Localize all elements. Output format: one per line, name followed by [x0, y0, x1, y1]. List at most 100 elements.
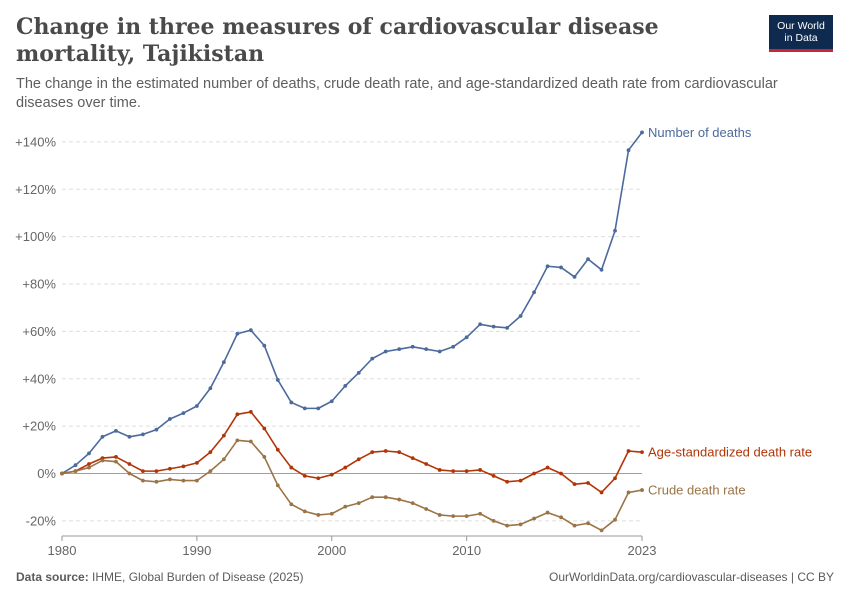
- data-point: [626, 449, 631, 453]
- data-point: [235, 412, 240, 417]
- series-age-standardized-death-rate: [60, 410, 644, 495]
- data-point: [316, 406, 321, 411]
- data-point: [518, 522, 523, 527]
- data-point: [141, 469, 145, 474]
- data-point: [491, 518, 496, 523]
- data-point: [437, 513, 442, 517]
- data-point: [356, 370, 361, 375]
- data-point: [221, 457, 226, 462]
- data-point: [154, 469, 159, 474]
- data-point: [235, 331, 240, 336]
- data-point: [599, 490, 604, 495]
- data-point: [262, 426, 267, 431]
- data-point: [343, 465, 348, 470]
- data-point: [181, 478, 186, 483]
- data-point: [235, 438, 240, 443]
- data-point: [518, 478, 523, 483]
- data-source-text[interactable]: IHME, Global Burden of Disease (2025): [92, 570, 304, 584]
- data-point: [478, 468, 483, 472]
- data-point: [410, 344, 415, 349]
- series-number-of-deaths: [60, 130, 644, 476]
- data-point: [289, 502, 294, 507]
- data-point: [262, 343, 267, 348]
- data-point: [451, 469, 456, 474]
- data-point: [505, 479, 510, 484]
- y-tick-label: +120%: [15, 182, 56, 197]
- data-point: [329, 399, 334, 404]
- series-lines: [60, 130, 644, 533]
- data-point: [545, 465, 550, 470]
- y-axis-tick-labels: -20% 0% +20% +40% +60% +80% +100% +120% +140%: [15, 134, 56, 528]
- data-point: [289, 465, 294, 470]
- data-point: [626, 148, 631, 153]
- data-point: [302, 473, 307, 478]
- data-point: [383, 349, 388, 354]
- data-point: [599, 528, 604, 533]
- data-point: [73, 469, 78, 474]
- data-point: [532, 290, 536, 295]
- data-point: [329, 511, 334, 516]
- data-point: [329, 472, 334, 477]
- data-point: [248, 439, 253, 444]
- data-point: [370, 450, 375, 455]
- data-point: [370, 495, 375, 500]
- owid-logo[interactable]: Our World in Data: [769, 15, 833, 52]
- data-point: [154, 427, 159, 432]
- data-point: [410, 501, 415, 506]
- data-point: [356, 501, 361, 506]
- series-crude-death-rate: [60, 438, 644, 533]
- y-tick-label: +80%: [22, 277, 56, 292]
- data-point: [370, 356, 375, 361]
- data-point: [87, 451, 91, 456]
- series-labels: Number of deaths Age-standardized death r…: [648, 125, 812, 498]
- chart-subtitle: The change in the estimated number of de…: [16, 76, 778, 111]
- data-point: [572, 275, 577, 279]
- data-point: [100, 458, 105, 463]
- data-point: [275, 447, 280, 452]
- series-label: Number of deaths: [648, 125, 752, 140]
- y-tick-label: +40%: [22, 371, 56, 386]
- data-point: [640, 488, 644, 492]
- data-point: [424, 507, 429, 511]
- data-point: [545, 264, 550, 269]
- series-label: Age-standardized death rate: [648, 445, 812, 460]
- series-line: [61, 131, 643, 475]
- data-point: [275, 378, 280, 382]
- data-point: [532, 516, 536, 521]
- data-point: [572, 523, 577, 528]
- data-point: [559, 471, 563, 476]
- data-point: [464, 514, 469, 519]
- y-tick-label: 0%: [37, 466, 56, 481]
- data-point: [397, 347, 402, 352]
- data-point: [518, 314, 523, 318]
- data-point: [181, 411, 186, 415]
- data-point: [586, 257, 590, 262]
- data-point: [208, 386, 213, 391]
- data-point: [613, 228, 617, 233]
- y-tick-label: -20%: [26, 513, 57, 528]
- data-point: [437, 468, 442, 472]
- data-point: [141, 432, 145, 437]
- data-point: [464, 335, 469, 340]
- data-point: [302, 406, 307, 411]
- data-point: [316, 476, 321, 481]
- x-tick-label: 1980: [48, 543, 77, 558]
- data-point: [208, 450, 213, 455]
- data-point: [397, 497, 402, 502]
- data-point: [559, 515, 563, 520]
- data-point: [208, 469, 213, 474]
- data-point: [383, 449, 388, 453]
- data-point: [613, 517, 617, 522]
- data-point: [491, 473, 496, 478]
- source-url[interactable]: OurWorldinData.org/cardiovascular-diseas…: [548, 570, 834, 584]
- data-point: [141, 478, 145, 483]
- data-point: [127, 434, 132, 439]
- data-point: [505, 523, 510, 528]
- data-point: [87, 462, 91, 466]
- data-point: [397, 450, 402, 455]
- data-point: [289, 400, 294, 405]
- data-point: [168, 417, 172, 421]
- data-point: [478, 322, 483, 327]
- x-tick-label: 1990: [182, 543, 211, 558]
- series-line: [61, 439, 643, 532]
